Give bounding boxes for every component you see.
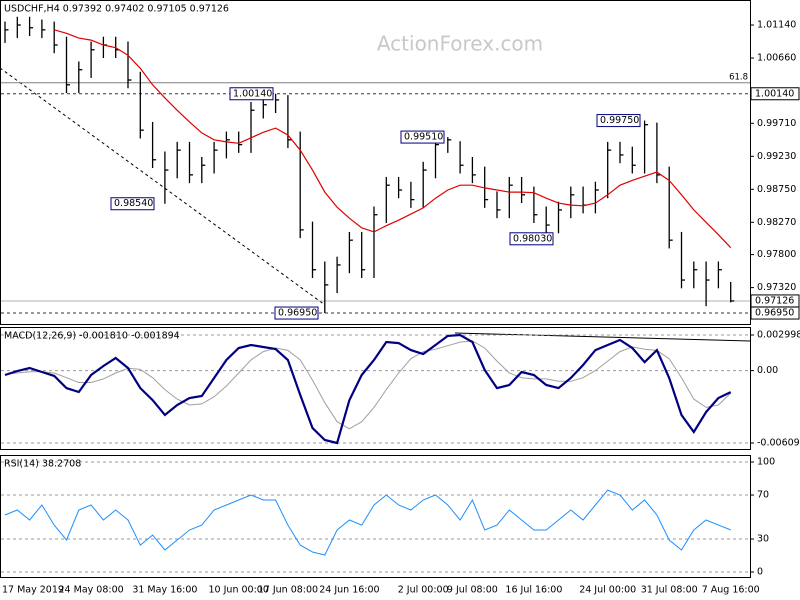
panel-title: USDCHF,H4 0.97392 0.97402 0.97105 0.9712… [4,4,229,15]
level-label: 1.00140 [755,88,794,99]
y-tick-label: 0.97320 [757,282,796,293]
watermark: ActionForex.com [377,32,543,56]
fib-label: 61.8 [729,72,748,82]
price-annotation-box [596,114,641,128]
level-label: 0.96950 [755,308,794,319]
x-tick-label: 24 Jun 16:00 [319,585,379,596]
x-tick-label: 2 Jul 00:00 [398,585,449,596]
y-tick-label: 0.97800 [757,249,796,260]
panel-frame [0,455,751,578]
trend-line [0,67,326,306]
y-tick-label: 70 [757,490,769,501]
y-tick-label: 100 [757,457,775,468]
y-tick-label: 0.98750 [757,184,796,195]
price-annotation-box [400,130,445,144]
x-tick-label: 17 May 2019 [2,585,64,596]
panel-title: RSI(14) 38.2708 [4,459,81,470]
level-box [750,87,800,101]
x-tick-label: 7 Aug 16:00 [702,585,760,596]
y-tick-label: 0 [757,567,763,578]
x-tick-label: 24 May 08:00 [59,585,124,596]
x-tick-label: 9 Jul 08:00 [447,585,498,596]
y-tick-label: 0.98270 [757,217,796,228]
indicator-line [4,340,732,430]
y-tick-label: 1.00660 [757,53,796,64]
y-tick-label: 0.002998 [757,330,800,341]
level-label: 0.97126 [755,295,794,306]
x-tick-label: 10 Jun 00:00 [209,585,269,596]
y-tick-label: 0.99230 [757,151,796,162]
indicator-line [4,489,731,556]
moving-average [54,29,732,249]
level-box [750,294,800,308]
price-annotation: 0.99510 [404,132,443,143]
y-tick-label: 1.01140 [757,20,796,31]
y-tick-label: 0.99710 [757,118,796,129]
panel-frame [0,327,751,450]
y-tick-label: 30 [757,534,769,545]
price-annotation: 1.00140 [233,88,272,99]
price-annotation-box [509,232,554,246]
price-annotation-box [274,306,319,320]
price-annotation: 0.98030 [513,233,552,244]
price-annotation-box [110,197,155,211]
y-tick-label: 0.00 [757,365,778,376]
price-annotation: 0.96950 [278,308,317,319]
price-annotation: 0.98540 [114,198,153,209]
price-annotation-box [229,87,274,101]
panel-frame [0,0,751,325]
x-tick-label: 31 Jul 08:00 [641,585,698,596]
x-tick-label: 24 Jul 00:00 [579,585,636,596]
price-annotation: 0.99750 [600,115,639,126]
x-tick-label: 16 Jul 16:00 [505,585,562,596]
indicator-line [4,333,732,445]
y-tick-label: -0.006097 [757,438,800,449]
x-tick-label: 31 May 16:00 [132,585,197,596]
macd-trend-line [454,332,751,342]
panel-title: MACD(12,26,9) -0.001810 -0.001894 [4,331,180,342]
x-tick-label: 17 Jun 08:00 [258,585,318,596]
